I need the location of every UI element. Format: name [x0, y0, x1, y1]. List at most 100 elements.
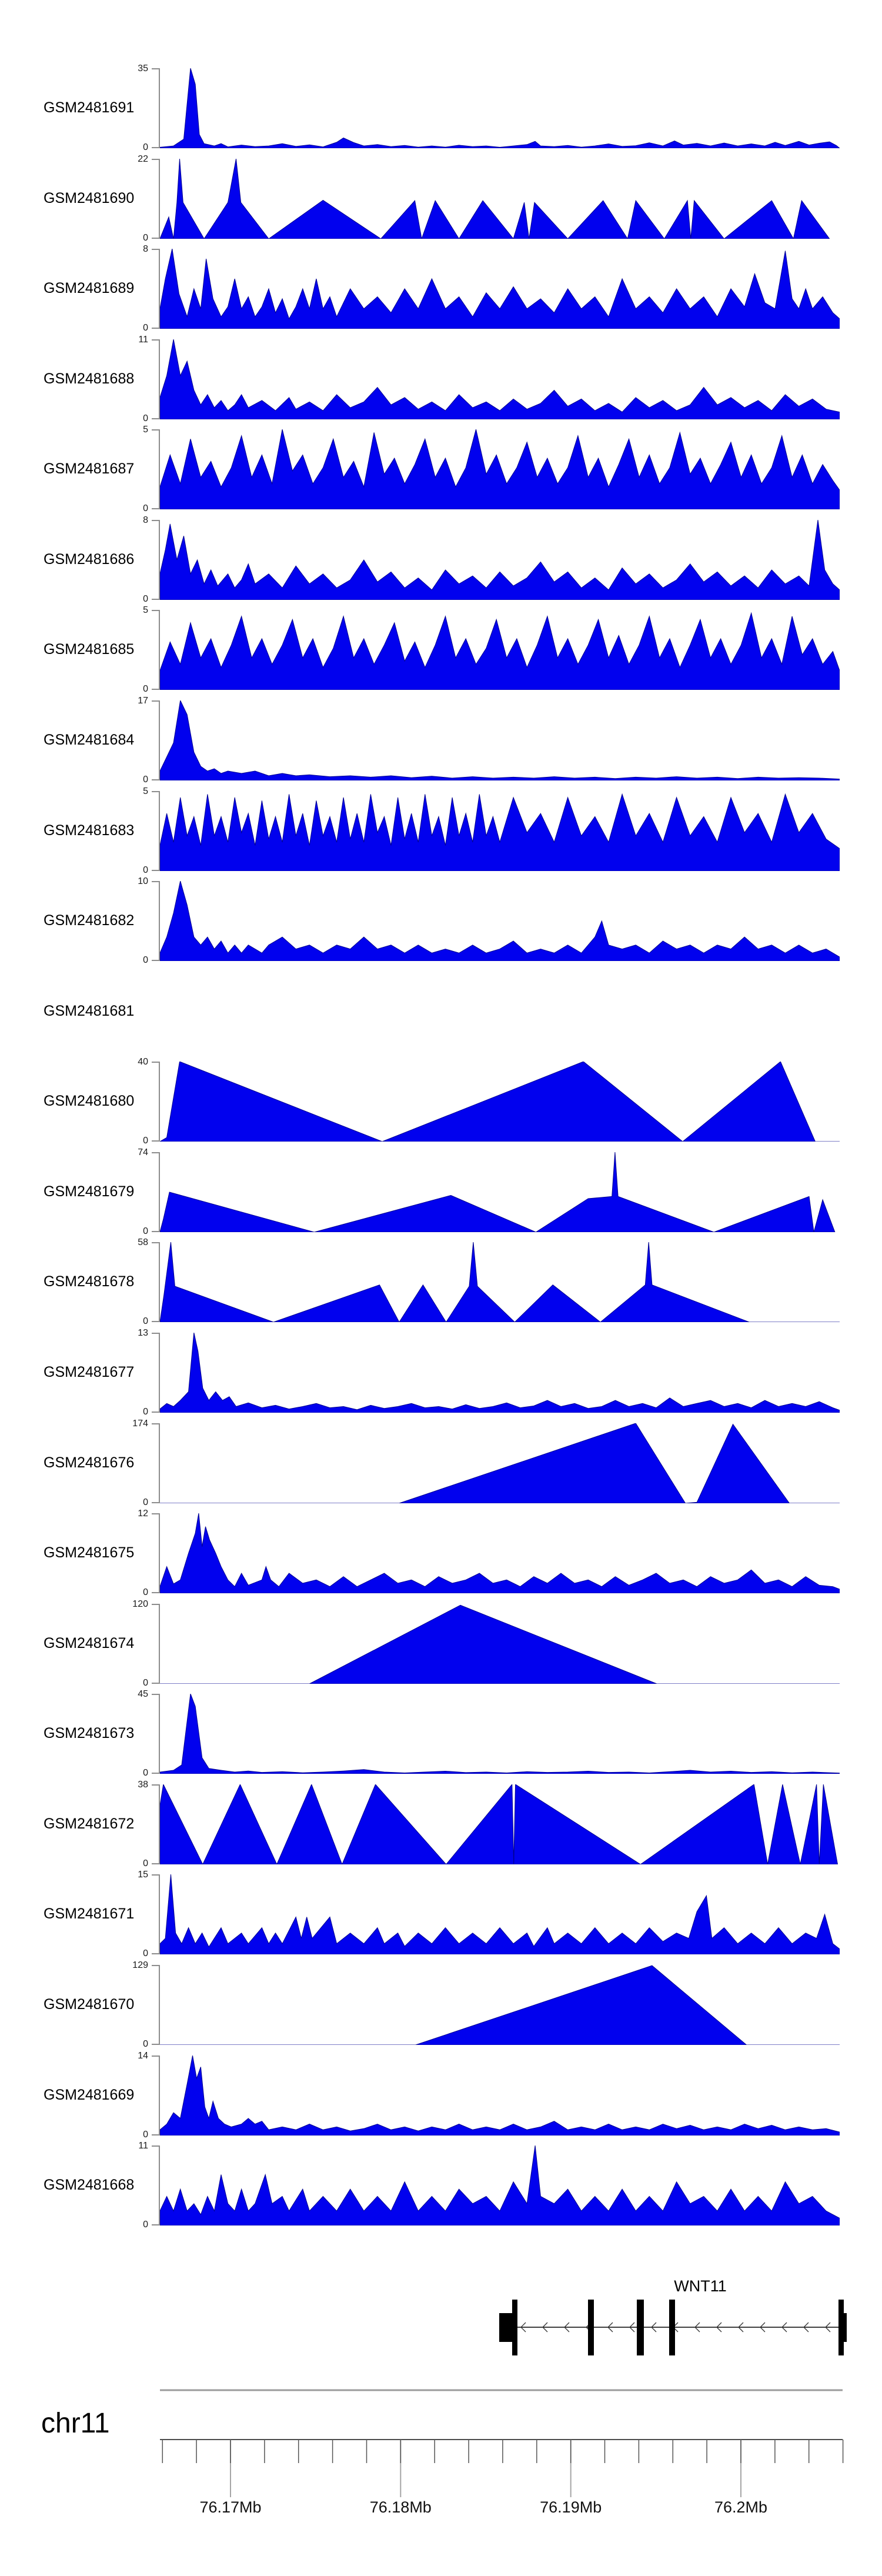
y-axis-zero-tick [152, 2134, 159, 2135]
signal-area [160, 881, 840, 962]
y-axis-top-tick [152, 249, 159, 251]
track-label: GSM2481687 [44, 461, 135, 478]
track-label: GSM2481677 [44, 1364, 135, 1380]
signal-area [160, 1513, 840, 1594]
track-plot: 40 0 [138, 1057, 840, 1146]
y-axis-top-tick [152, 429, 159, 431]
strand-arrow-icon [607, 2322, 613, 2333]
y-axis-zero-tick [152, 1140, 159, 1142]
data-track: GSM2481681 [0, 972, 882, 1052]
y-axis-max-label: 58 [138, 1237, 148, 1248]
y-axis-line [159, 1423, 160, 1503]
y-axis-line [159, 700, 160, 780]
signal-area [160, 519, 840, 600]
chromosome-label: chr11 [41, 2408, 110, 2439]
y-axis-top-tick [152, 1874, 159, 1876]
y-axis-zero-label: 0 [143, 2039, 148, 2049]
y-axis-zero-label: 0 [143, 1407, 148, 1417]
y-axis-zero-label: 0 [143, 1677, 148, 1688]
y-axis-top-tick [152, 790, 159, 792]
signal-area [160, 2055, 840, 2135]
y-axis-zero-label: 0 [143, 2220, 148, 2230]
y-axis-zero-tick [152, 328, 159, 329]
y-axis-zero-tick [152, 779, 159, 780]
track-plot: 14 0 [138, 2051, 840, 2140]
strand-arrow-icon [760, 2322, 766, 2333]
track-plot: 5 0 [143, 605, 840, 694]
track-label: GSM2481683 [44, 822, 135, 839]
y-axis-top-tick [152, 2055, 159, 2057]
y-axis-max-label: 17 [138, 696, 148, 706]
y-axis-line [159, 790, 160, 871]
data-track: GSM2481682 10 0 [0, 876, 882, 965]
y-axis-line [159, 249, 160, 329]
gene-exon [512, 2300, 517, 2355]
track-label: GSM2481686 [44, 550, 135, 568]
y-axis-max-label: 12 [138, 1509, 148, 1519]
y-axis-top-tick [152, 1062, 159, 1063]
y-axis-max-label: 10 [138, 876, 148, 887]
y-axis-top-tick [152, 1784, 159, 1786]
y-axis-max-label: 74 [138, 1147, 148, 1157]
y-axis-zero-label: 0 [143, 1948, 148, 1959]
y-axis-top-tick [152, 881, 159, 883]
track-label: GSM2481671 [44, 1906, 135, 1923]
track-plot: 129 0 [132, 1960, 840, 2049]
y-axis-zero-tick [152, 1592, 159, 1594]
signal-area [160, 339, 840, 419]
data-track: GSM2481673 45 0 [0, 1689, 882, 1778]
y-axis-zero-tick [152, 237, 159, 239]
signal-area [160, 1965, 840, 2045]
y-axis-max-label: 8 [143, 515, 148, 525]
axis-tick-label: 76.17Mb [199, 2498, 262, 2516]
y-axis-line [159, 339, 160, 419]
y-axis-line [159, 158, 160, 239]
track-label: GSM2481668 [44, 2177, 135, 2194]
y-axis-top-tick [152, 610, 159, 612]
data-track: GSM2481684 17 0 [0, 696, 882, 785]
y-axis-zero-tick [152, 1863, 159, 1864]
y-axis-zero-tick [152, 598, 159, 600]
signal-area [160, 1694, 840, 1774]
axis-tick-label: 76.19Mb [540, 2498, 602, 2516]
track-plot: 12 0 [138, 1509, 840, 1597]
track-label: GSM2481688 [44, 370, 135, 387]
strand-arrow-icon [542, 2322, 548, 2333]
y-axis-line [159, 1965, 160, 2045]
y-axis-line [159, 519, 160, 600]
data-track: GSM2481691 35 0 [0, 64, 882, 152]
y-axis-max-label: 11 [138, 334, 148, 345]
y-axis-zero-label: 0 [143, 1768, 148, 1778]
data-track: GSM2481668 11 0 [0, 2141, 882, 2230]
y-axis-zero-label: 0 [143, 1226, 148, 1236]
y-axis-zero-tick [152, 869, 159, 871]
y-axis-line [159, 1152, 160, 1232]
y-axis-line [159, 1242, 160, 1323]
y-axis-max-label: 22 [138, 154, 148, 164]
strand-arrow-icon [651, 2322, 657, 2333]
track-label: GSM2481672 [44, 1815, 135, 1832]
y-axis-max-label: 174 [132, 1418, 148, 1429]
y-axis-max-label: 129 [132, 1960, 148, 1970]
y-axis-zero-tick [152, 960, 159, 962]
y-axis-line [159, 1874, 160, 1955]
track-label: GSM2481679 [44, 1183, 135, 1200]
signal-area [160, 158, 830, 239]
strand-arrow-icon [694, 2322, 700, 2333]
data-track: GSM2481685 5 0 [0, 605, 882, 694]
data-track: GSM2481683 5 0 [0, 786, 882, 875]
y-axis-max-label: 11 [138, 2141, 148, 2151]
gene-exon [669, 2300, 675, 2355]
y-axis-zero-label: 0 [143, 413, 148, 423]
y-axis-zero-tick [152, 2044, 159, 2045]
y-axis-zero-label: 0 [143, 503, 148, 514]
track-label: GSM2481676 [44, 1454, 135, 1471]
y-axis-max-label: 38 [138, 1779, 148, 1790]
y-axis-top-tick [152, 2145, 159, 2147]
track-plot: 58 0 [138, 1237, 840, 1326]
y-axis-line [159, 429, 160, 510]
gene-name-label: WNT11 [674, 2277, 727, 2295]
gene-utr-box [499, 2313, 514, 2342]
y-axis-zero-tick [152, 1230, 159, 1232]
track-plot: 11 0 [138, 2141, 840, 2230]
